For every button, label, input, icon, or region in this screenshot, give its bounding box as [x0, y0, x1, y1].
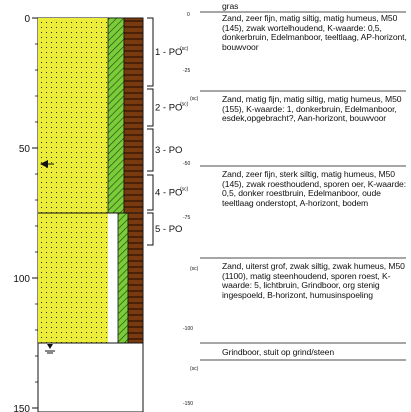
- axis-tick-label: 100: [13, 274, 30, 285]
- sample-bracket: [147, 88, 154, 127]
- description-2: Zand, matig fijn, matig siltig, matig hu…: [222, 94, 402, 124]
- lower-brown-band: [127, 212, 144, 344]
- depth-label: -75: [183, 215, 190, 221]
- sample-label: 3 - PO: [155, 145, 182, 156]
- description-1: Zand, zeer fijn, matig siltig, matig hum…: [222, 13, 407, 53]
- depth-label: -150: [183, 401, 193, 407]
- depth-label: 0: [187, 12, 190, 18]
- description-5: Grindboor, stuit op grind/steen: [222, 347, 335, 357]
- axis-tick-label: 0: [24, 14, 30, 25]
- axis-tick-label: 50: [19, 144, 31, 155]
- depth-label: (sc): [190, 366, 199, 372]
- humus-band-upper: [107, 17, 125, 214]
- axis-tick-label: 150: [13, 404, 30, 412]
- sample-label: 4 - PO: [155, 188, 182, 199]
- water-level-icon: [45, 344, 55, 354]
- sample-bracket: [147, 128, 154, 172]
- depth-label: -25: [183, 68, 190, 74]
- groundwater-marker: [40, 160, 54, 168]
- sample-label: 5 - PO: [155, 224, 182, 235]
- brown-band: [123, 17, 144, 214]
- sample-label: 1 - PO: [155, 47, 182, 58]
- sample-brackets: 1 - PO(sc)2 - PO(sc)3 - PO4 - PO(sc)5 - …: [147, 17, 189, 246]
- depth-labels: 0-25-50-75-100(sc)(sc)(sc)-150: [183, 11, 406, 407]
- description-3: Zand, zeer fijn, sterk siltig, matig hum…: [222, 169, 406, 209]
- depth-label: (sc): [190, 266, 199, 272]
- soil-column: [37, 17, 144, 412]
- sample-bracket: [147, 174, 154, 211]
- humus-band-lower: [117, 212, 129, 344]
- sample-bracket: [147, 212, 154, 246]
- sand-fill: [38, 18, 108, 343]
- sample-bracket: [147, 17, 154, 87]
- sample-suffix: (sc): [180, 46, 189, 52]
- description-4: Zand, uiterst grof, zwak siltig, zwak hu…: [222, 261, 405, 301]
- sample-label: 2 - PO: [155, 103, 182, 114]
- depth-label: (sc): [190, 96, 199, 102]
- sample-suffix: (sc): [180, 187, 189, 193]
- depth-label: -100: [183, 326, 193, 332]
- depth-axis: 0 50 100 150: [13, 14, 39, 412]
- depth-label: -50: [183, 161, 190, 167]
- description-0: gras: [222, 1, 239, 11]
- sample-suffix: (sc): [180, 102, 189, 108]
